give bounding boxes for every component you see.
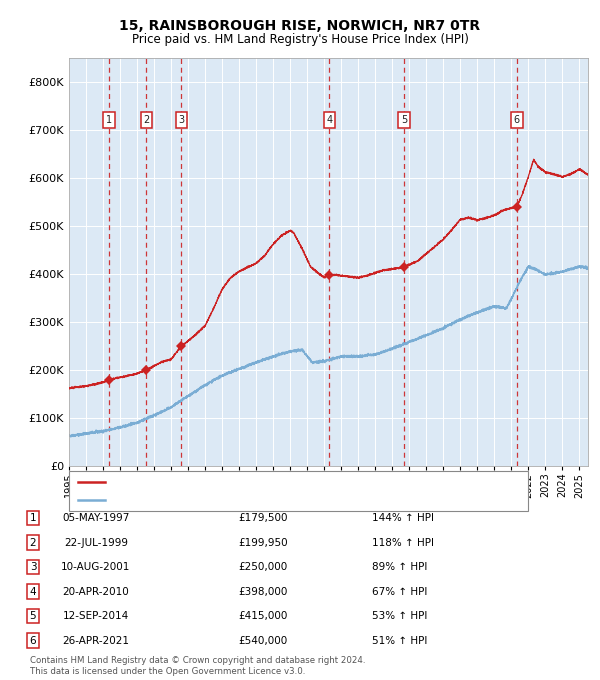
Text: 5: 5 bbox=[401, 115, 407, 125]
Text: 6: 6 bbox=[514, 115, 520, 125]
Text: 15, RAINSBOROUGH RISE, NORWICH, NR7 0TR: 15, RAINSBOROUGH RISE, NORWICH, NR7 0TR bbox=[119, 19, 481, 33]
Text: 2: 2 bbox=[29, 538, 37, 547]
Text: 3: 3 bbox=[178, 115, 185, 125]
Text: 67% ↑ HPI: 67% ↑ HPI bbox=[372, 587, 427, 596]
Text: 89% ↑ HPI: 89% ↑ HPI bbox=[372, 562, 427, 572]
Text: 144% ↑ HPI: 144% ↑ HPI bbox=[372, 513, 434, 523]
Text: 51% ↑ HPI: 51% ↑ HPI bbox=[372, 636, 427, 645]
Text: £398,000: £398,000 bbox=[239, 587, 288, 596]
Text: 6: 6 bbox=[29, 636, 37, 645]
Text: 15, RAINSBOROUGH RISE, NORWICH, NR7 0TR (detached house): 15, RAINSBOROUGH RISE, NORWICH, NR7 0TR … bbox=[110, 477, 445, 487]
Text: 3: 3 bbox=[29, 562, 37, 572]
Text: This data is licensed under the Open Government Licence v3.0.: This data is licensed under the Open Gov… bbox=[30, 667, 305, 676]
Text: 4: 4 bbox=[29, 587, 37, 596]
Text: £179,500: £179,500 bbox=[239, 513, 288, 523]
Text: £540,000: £540,000 bbox=[239, 636, 288, 645]
Text: 05-MAY-1997: 05-MAY-1997 bbox=[62, 513, 130, 523]
Text: 53% ↑ HPI: 53% ↑ HPI bbox=[372, 611, 427, 621]
Text: 12-SEP-2014: 12-SEP-2014 bbox=[63, 611, 129, 621]
Text: 5: 5 bbox=[29, 611, 37, 621]
Text: 1: 1 bbox=[29, 513, 37, 523]
Text: 4: 4 bbox=[326, 115, 332, 125]
Text: Price paid vs. HM Land Registry's House Price Index (HPI): Price paid vs. HM Land Registry's House … bbox=[131, 33, 469, 46]
Text: 26-APR-2021: 26-APR-2021 bbox=[62, 636, 130, 645]
Text: 10-AUG-2001: 10-AUG-2001 bbox=[61, 562, 131, 572]
Text: HPI: Average price, detached house, Broadland: HPI: Average price, detached house, Broa… bbox=[110, 495, 356, 505]
Text: Contains HM Land Registry data © Crown copyright and database right 2024.: Contains HM Land Registry data © Crown c… bbox=[30, 656, 365, 665]
Text: £415,000: £415,000 bbox=[239, 611, 288, 621]
Text: 118% ↑ HPI: 118% ↑ HPI bbox=[372, 538, 434, 547]
Text: £199,950: £199,950 bbox=[238, 538, 288, 547]
Text: £250,000: £250,000 bbox=[239, 562, 288, 572]
Text: 2: 2 bbox=[143, 115, 149, 125]
Text: 20-APR-2010: 20-APR-2010 bbox=[62, 587, 130, 596]
Text: 22-JUL-1999: 22-JUL-1999 bbox=[64, 538, 128, 547]
Text: 1: 1 bbox=[106, 115, 112, 125]
